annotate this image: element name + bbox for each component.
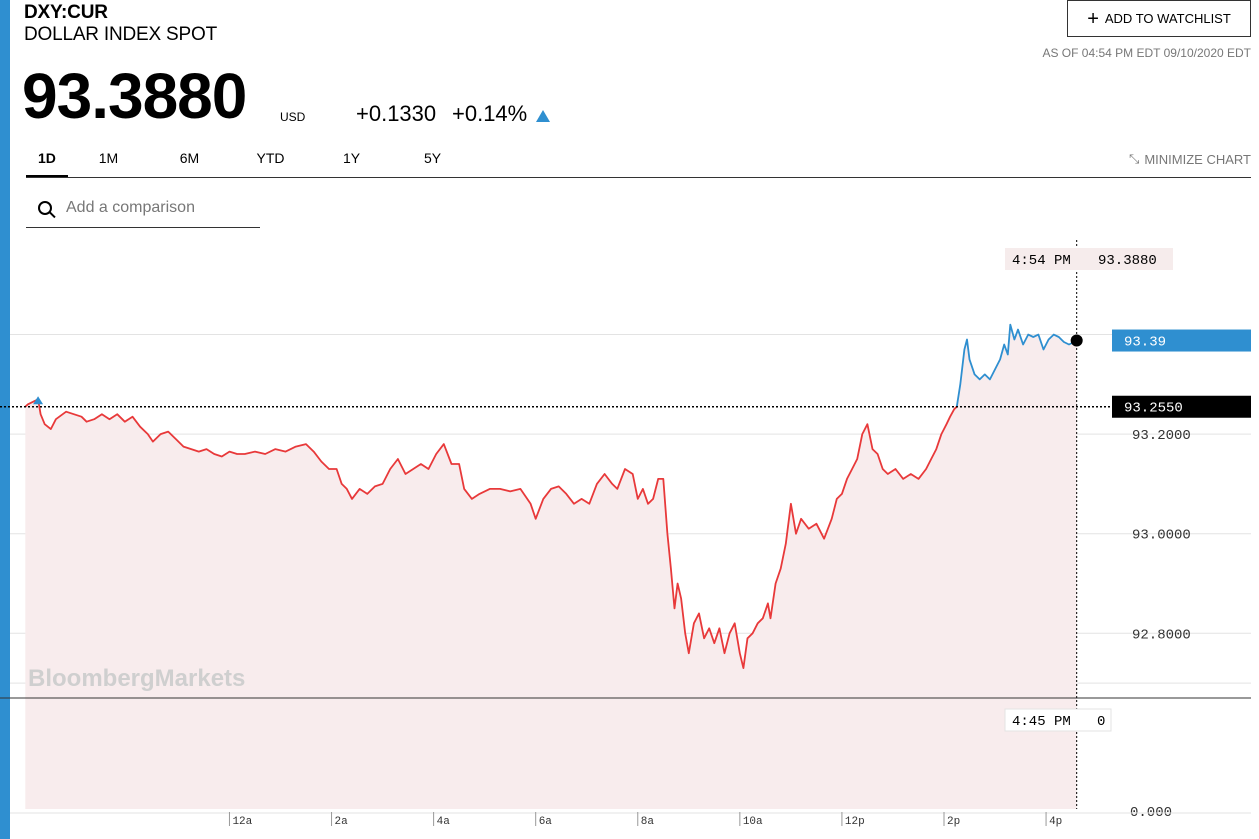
add-to-watchlist-button[interactable]: + ADD TO WATCHLIST xyxy=(1067,0,1251,37)
last-value-label: 93.39 xyxy=(1124,335,1166,351)
x-tick-label: 8a xyxy=(641,816,655,828)
timeframe-tabs: 1D 1M 6M YTD 1Y 5Y xyxy=(26,146,473,178)
volume-value: 0 xyxy=(1097,714,1105,730)
comparison-search-input[interactable] xyxy=(66,198,246,217)
accent-bar xyxy=(0,0,10,839)
x-tick-label: 2p xyxy=(947,816,960,828)
tab-6m[interactable]: 6M xyxy=(179,150,200,166)
volume-tooltip-bg xyxy=(1004,708,1112,732)
x-tick-label: 4a xyxy=(437,816,451,828)
x-tick-label: 2a xyxy=(335,816,349,828)
x-tick-label: 12p xyxy=(845,816,865,828)
x-tick-label: 12a xyxy=(232,816,252,828)
tab-1y[interactable]: 1Y xyxy=(342,150,361,166)
currency-label: USD xyxy=(280,110,306,124)
tab-5y[interactable]: 5Y xyxy=(423,150,442,166)
price-area-fill xyxy=(25,324,1077,809)
security-name: DOLLAR INDEX SPOT xyxy=(24,24,217,45)
tab-ytd[interactable]: YTD xyxy=(256,150,285,166)
x-tick-label: 6a xyxy=(539,816,553,828)
previous-close-label: 93.2550 xyxy=(1124,401,1183,417)
hover-value: 93.3880 xyxy=(1098,253,1157,269)
last-value-dot xyxy=(1070,334,1083,347)
bloomberg-watermark: BloombergMarkets xyxy=(28,665,245,692)
y-tick-label: 93.2000 xyxy=(1132,428,1191,444)
minimize-icon: ⤡ xyxy=(1128,151,1140,166)
hover-time: 4:54 PM xyxy=(1012,253,1071,269)
last-price: 93.3880 xyxy=(22,60,247,132)
previous-close-label-bg xyxy=(1112,395,1251,418)
last-value-label-bg xyxy=(1112,329,1251,352)
x-tick-label: 10a xyxy=(743,816,763,828)
minimize-chart-button[interactable]: ⤡ MINIMIZE CHART xyxy=(1129,151,1251,167)
y-tick-label: 92.8000 xyxy=(1132,627,1191,643)
comparison-search xyxy=(26,188,260,228)
series-line-above-close xyxy=(955,323,1078,407)
minimize-label: MINIMIZE CHART xyxy=(1144,151,1251,167)
up-arrow-icon xyxy=(536,110,550,122)
ticker-symbol: DXY:CUR xyxy=(24,2,108,23)
plus-icon: + xyxy=(1087,7,1099,30)
series-line-below-close xyxy=(24,398,958,670)
price-change-percent: +0.14% xyxy=(452,101,528,126)
tabs-divider xyxy=(26,177,1251,178)
as-of-timestamp: AS OF 04:54 PM EDT 09/10/2020 EDT xyxy=(1042,46,1251,60)
session-start-marker xyxy=(33,396,44,405)
price-chart[interactable]: BloombergMarkets 93.2550 93.39 4:54 PM 93.38… xyxy=(0,230,1259,839)
price-change: +0.1330 xyxy=(356,101,437,126)
x-tick-label: 4p xyxy=(1049,816,1062,828)
search-icon xyxy=(38,200,52,215)
watchlist-label: ADD TO WATCHLIST xyxy=(1104,11,1231,26)
hover-tooltip-bg xyxy=(1005,248,1173,270)
tab-1d[interactable]: 1D xyxy=(26,146,68,178)
tab-1m[interactable]: 1M xyxy=(98,150,119,166)
volume-time: 4:45 PM xyxy=(1012,714,1071,730)
y-tick-label: 93.0000 xyxy=(1132,528,1191,544)
